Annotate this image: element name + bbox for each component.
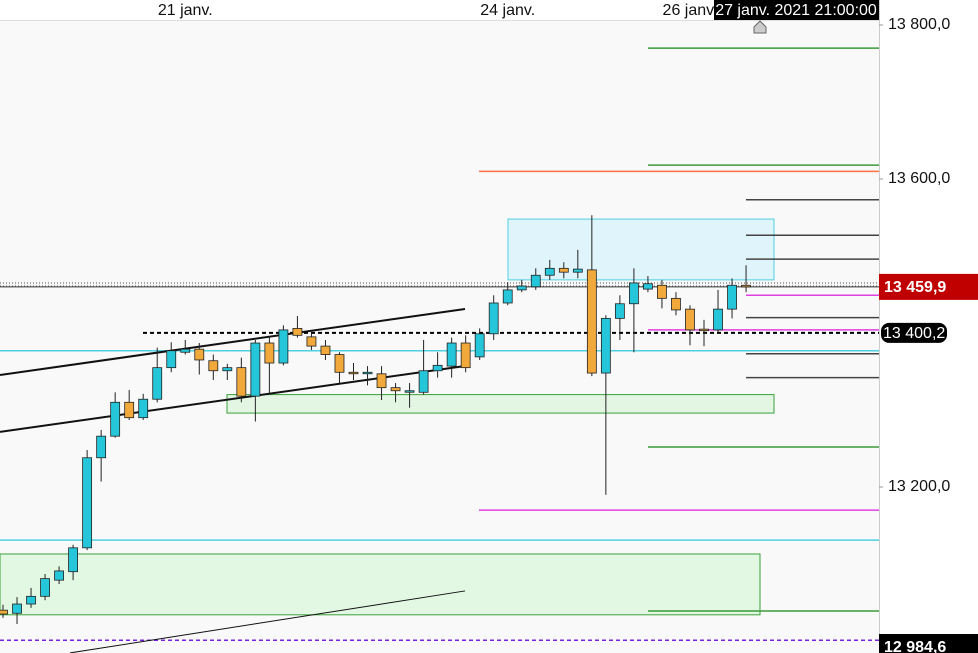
candle-body — [544, 267, 555, 276]
candle-body — [0, 609, 8, 615]
candle-body — [278, 329, 289, 364]
candle-body — [82, 457, 93, 549]
price-label: 13 400,2 — [883, 325, 945, 342]
candle-body — [418, 370, 429, 393]
candle-body — [208, 360, 219, 372]
candle-body — [586, 269, 597, 374]
candle-body — [264, 342, 275, 364]
candle-body — [236, 367, 247, 397]
candle-body — [502, 289, 513, 304]
candle-body — [40, 578, 50, 597]
marker-icon — [753, 20, 767, 34]
candle-body — [96, 435, 107, 459]
zone — [0, 553, 761, 616]
candle-body — [68, 547, 78, 573]
plot-area — [0, 20, 879, 653]
candle-body — [643, 283, 653, 290]
candle-body — [54, 570, 64, 581]
candle-body — [138, 398, 149, 419]
zone — [226, 394, 775, 414]
x-tick-label: 24 janv. — [480, 2, 535, 19]
price-label: 12 984,6 — [884, 639, 946, 653]
candle-body — [572, 268, 583, 273]
candle-body — [460, 342, 471, 369]
candle-body — [404, 390, 415, 393]
candle-body — [26, 595, 36, 605]
price-label-box — [881, 322, 947, 343]
crosshair-label: 27 janv. 2021 21:00:00 — [715, 2, 877, 19]
candle-body — [152, 367, 163, 400]
candle-body — [376, 373, 387, 389]
y-tick-label: 13 600,0 — [888, 170, 950, 187]
candle-body — [516, 285, 527, 291]
candle-body — [292, 327, 303, 336]
trend-line — [69, 590, 466, 653]
price-label-box — [879, 273, 978, 300]
y-tick-label: 13 200,0 — [888, 478, 950, 495]
price-label-box — [879, 634, 978, 653]
candle-body — [614, 303, 625, 319]
candle-body — [600, 317, 611, 374]
trend-line — [0, 364, 466, 433]
candle-body — [362, 371, 373, 375]
candle-body — [194, 348, 205, 361]
candle-body — [320, 345, 331, 355]
candle-body — [530, 274, 541, 288]
candle-body — [166, 350, 177, 369]
crosshair-box — [714, 0, 879, 20]
candle-body — [671, 297, 681, 311]
candle-body — [110, 401, 121, 437]
candle-body — [488, 302, 499, 335]
candle-body — [629, 282, 639, 305]
trend-line — [0, 307, 466, 376]
candle-body — [12, 603, 22, 614]
candle-body — [446, 342, 457, 367]
candle-body — [222, 367, 233, 372]
candle-body — [306, 336, 317, 347]
candle-body — [432, 364, 443, 372]
candle-body — [727, 284, 737, 310]
candle-body — [180, 348, 191, 353]
candle-body — [124, 401, 135, 419]
candle-body — [348, 371, 359, 375]
candle-body — [390, 387, 401, 392]
candle-body — [685, 308, 695, 331]
candle-body — [558, 267, 569, 273]
candle-body — [657, 284, 667, 299]
x-tick-label: 21 janv. — [158, 2, 213, 19]
price-label: 13 459,9 — [884, 279, 946, 296]
candle-body — [741, 284, 751, 288]
candle-body — [474, 333, 485, 358]
x-tick-label: 26 janv. — [663, 2, 718, 19]
candle-body — [334, 354, 345, 373]
candle-body — [250, 342, 261, 397]
candle-body — [699, 328, 709, 332]
y-tick-label: 13 800,0 — [888, 16, 950, 33]
candle-body — [713, 308, 723, 331]
